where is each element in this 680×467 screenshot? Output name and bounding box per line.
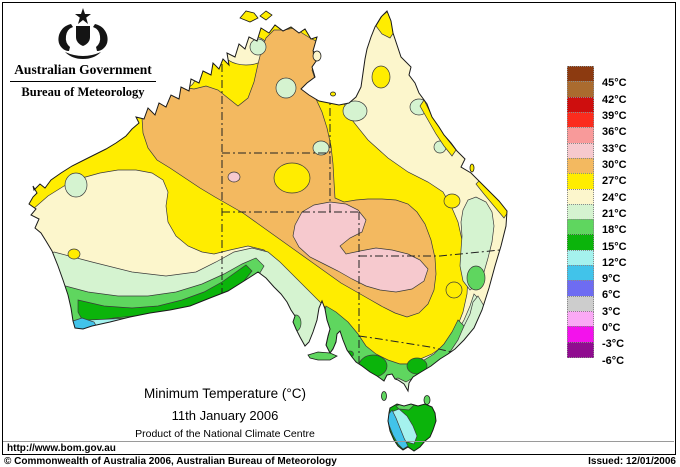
crest-shield-icon (76, 26, 90, 46)
melville-island (259, 10, 273, 21)
copyright-text: © Commonwealth of Australia 2006, Austra… (4, 456, 337, 467)
bureau-title: Bureau of Meteorology (21, 85, 145, 99)
map-title: Minimum Temperature (°C) (144, 386, 306, 401)
coat-of-arms (58, 8, 108, 59)
groote-eylandt (312, 50, 322, 62)
legend-swatch-10 (567, 219, 594, 236)
legend-label-45C: 45°C (602, 77, 627, 90)
legend-swatch-14 (567, 280, 594, 297)
legend-label--3C: -3°C (602, 338, 625, 351)
kangaroo-island (307, 351, 338, 361)
legend-label-18C: 18°C (602, 224, 627, 237)
region-21-24C-kimberley-ring (166, 66, 196, 90)
legend-label-15C: 15°C (602, 240, 627, 253)
crest-base-scroll-icon (65, 52, 101, 59)
legend-label-12C: 12°C (602, 256, 627, 269)
legend-swatch-13 (567, 265, 594, 282)
legend-swatch-4 (567, 127, 594, 144)
legend-label-42C: 42°C (602, 93, 627, 106)
legend-swatch-0 (567, 66, 594, 83)
tasmania-coastline (387, 403, 437, 452)
legend-swatch-15 (567, 295, 594, 312)
bom-url-link[interactable]: http://www.bom.gov.au (7, 443, 116, 454)
state-border-lines (221, 64, 501, 363)
region-18-21C-spot-gulf (342, 100, 368, 122)
brand-divider (10, 81, 156, 82)
map-caption: Minimum Temperature (°C) 11th January 20… (75, 386, 375, 440)
kangaroo-silhouette-icon (58, 24, 73, 51)
fraser-island (469, 163, 475, 173)
region-12-15C-vic-east (406, 357, 428, 375)
region-24-27C-spot-qld (443, 193, 461, 209)
region-24-27C-wa-dot (67, 248, 81, 260)
government-title: Australian Government (14, 62, 152, 77)
region-18-21C-spot-nt (312, 140, 330, 156)
australia-coastline (28, 10, 508, 393)
legend-swatch-17 (567, 326, 594, 343)
legend-swatch-16 (567, 311, 594, 328)
region-30-33C-spot-nt (227, 171, 241, 183)
emu-silhouette-icon (93, 24, 108, 51)
legend (567, 66, 594, 358)
australia-temperature-map (28, 10, 508, 452)
legend-swatch-5 (567, 142, 594, 159)
legend-label-33C: 33°C (602, 142, 627, 155)
legend-swatch-9 (567, 203, 594, 221)
legend-label-30C: 30°C (602, 158, 627, 171)
region-18-21C-spot-pilbara (64, 172, 88, 198)
issued-date: Issued: 12/01/2006 (588, 456, 676, 467)
legend-label-21C: 21°C (602, 207, 627, 220)
region-18-21C-spot-arnhem (275, 77, 297, 99)
legend-swatch-11 (567, 234, 594, 251)
legend-swatch-7 (567, 173, 594, 190)
region-18-21C-spot-kimberley (170, 69, 192, 87)
legend-swatch-2 (567, 96, 594, 113)
legend-label-24C: 24°C (602, 191, 627, 204)
legend-label-3C: 3°C (602, 305, 621, 318)
region-24-27C-spot-nsw (445, 281, 463, 299)
map-product-line: Product of the National Climate Centre (135, 428, 315, 440)
legend-swatch-1 (567, 81, 594, 98)
legend-label-9C: 9°C (602, 273, 621, 286)
legend-label-39C: 39°C (602, 109, 627, 122)
region-15-18C-alpine-spot (466, 265, 486, 291)
map-date: 11th January 2006 (171, 408, 279, 423)
legend-label-0C: 0°C (602, 322, 621, 335)
tiwi-islands (239, 10, 259, 23)
legend-label-27C: 27°C (602, 175, 627, 188)
region-24-27C-cape-york-west (371, 65, 391, 89)
branding-block: Australian Government Bureau of Meteorol… (8, 6, 158, 100)
king-island (381, 391, 387, 401)
legend-label-6C: 6°C (602, 289, 621, 302)
legend-swatch-6 (567, 157, 594, 175)
footer-divider-line (3, 441, 674, 442)
region-24-27C-hole-centre (273, 162, 311, 194)
legend-swatch-12 (567, 249, 594, 267)
legend-label--6C: -6°C (602, 354, 625, 367)
tasmania (387, 403, 437, 452)
mornington-island (330, 91, 336, 97)
legend-swatch-18 (567, 341, 594, 358)
region-30-33C-core (292, 201, 429, 293)
flinders-island (423, 395, 431, 405)
legend-label-36C: 36°C (602, 126, 627, 139)
crest-star-icon (75, 8, 91, 24)
region-18-21C-spot-darwin (249, 38, 267, 56)
legend-swatch-3 (567, 111, 594, 129)
legend-swatch-8 (567, 188, 594, 205)
